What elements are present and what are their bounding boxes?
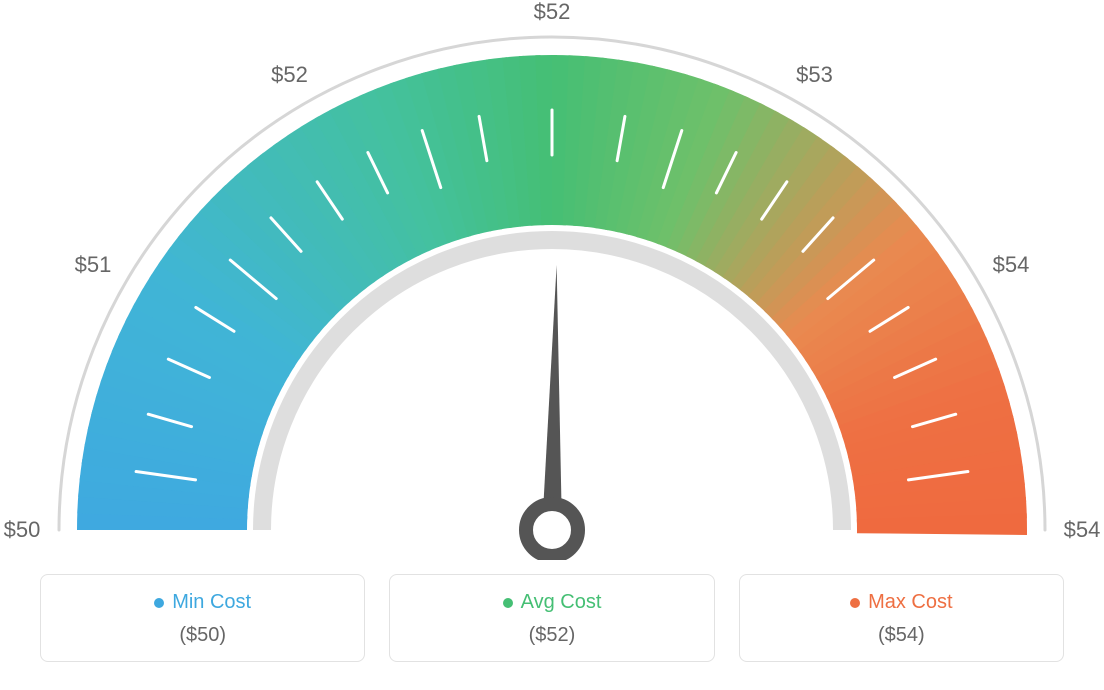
dot-max bbox=[850, 598, 860, 608]
dot-min bbox=[154, 598, 164, 608]
legend-label-min: Min Cost bbox=[154, 591, 251, 614]
legend-text-max: Max Cost bbox=[868, 591, 952, 614]
dot-avg bbox=[503, 598, 513, 608]
legend-text-min: Min Cost bbox=[172, 591, 251, 614]
gauge-tick-label: $54 bbox=[1064, 517, 1101, 543]
cost-gauge-container: $50 $51 $52 $52 $53 $54 $54 Min Cost ($50) Avg… bbox=[0, 0, 1104, 690]
gauge-chart: $50 $51 $52 $52 $53 $54 $54 bbox=[0, 0, 1104, 560]
legend-value-avg: ($52) bbox=[402, 624, 701, 647]
legend-row: Min Cost ($50) Avg Cost ($52) Max Cost (… bbox=[40, 574, 1064, 662]
gauge-tick-label: $52 bbox=[271, 62, 308, 88]
legend-card-avg: Avg Cost ($52) bbox=[389, 574, 714, 662]
gauge-tick-label: $53 bbox=[796, 62, 833, 88]
legend-card-min: Min Cost ($50) bbox=[40, 574, 365, 662]
legend-card-max: Max Cost ($54) bbox=[739, 574, 1064, 662]
legend-label-avg: Avg Cost bbox=[503, 591, 602, 614]
legend-value-min: ($50) bbox=[53, 624, 352, 647]
legend-label-max: Max Cost bbox=[850, 591, 952, 614]
gauge-tick-label: $54 bbox=[993, 252, 1030, 278]
gauge-tick-label: $51 bbox=[75, 252, 112, 278]
gauge-tick-label: $50 bbox=[4, 517, 41, 543]
gauge-tick-label: $52 bbox=[534, 0, 571, 25]
legend-text-avg: Avg Cost bbox=[521, 591, 602, 614]
legend-value-max: ($54) bbox=[752, 624, 1051, 647]
gauge-svg bbox=[0, 0, 1104, 560]
